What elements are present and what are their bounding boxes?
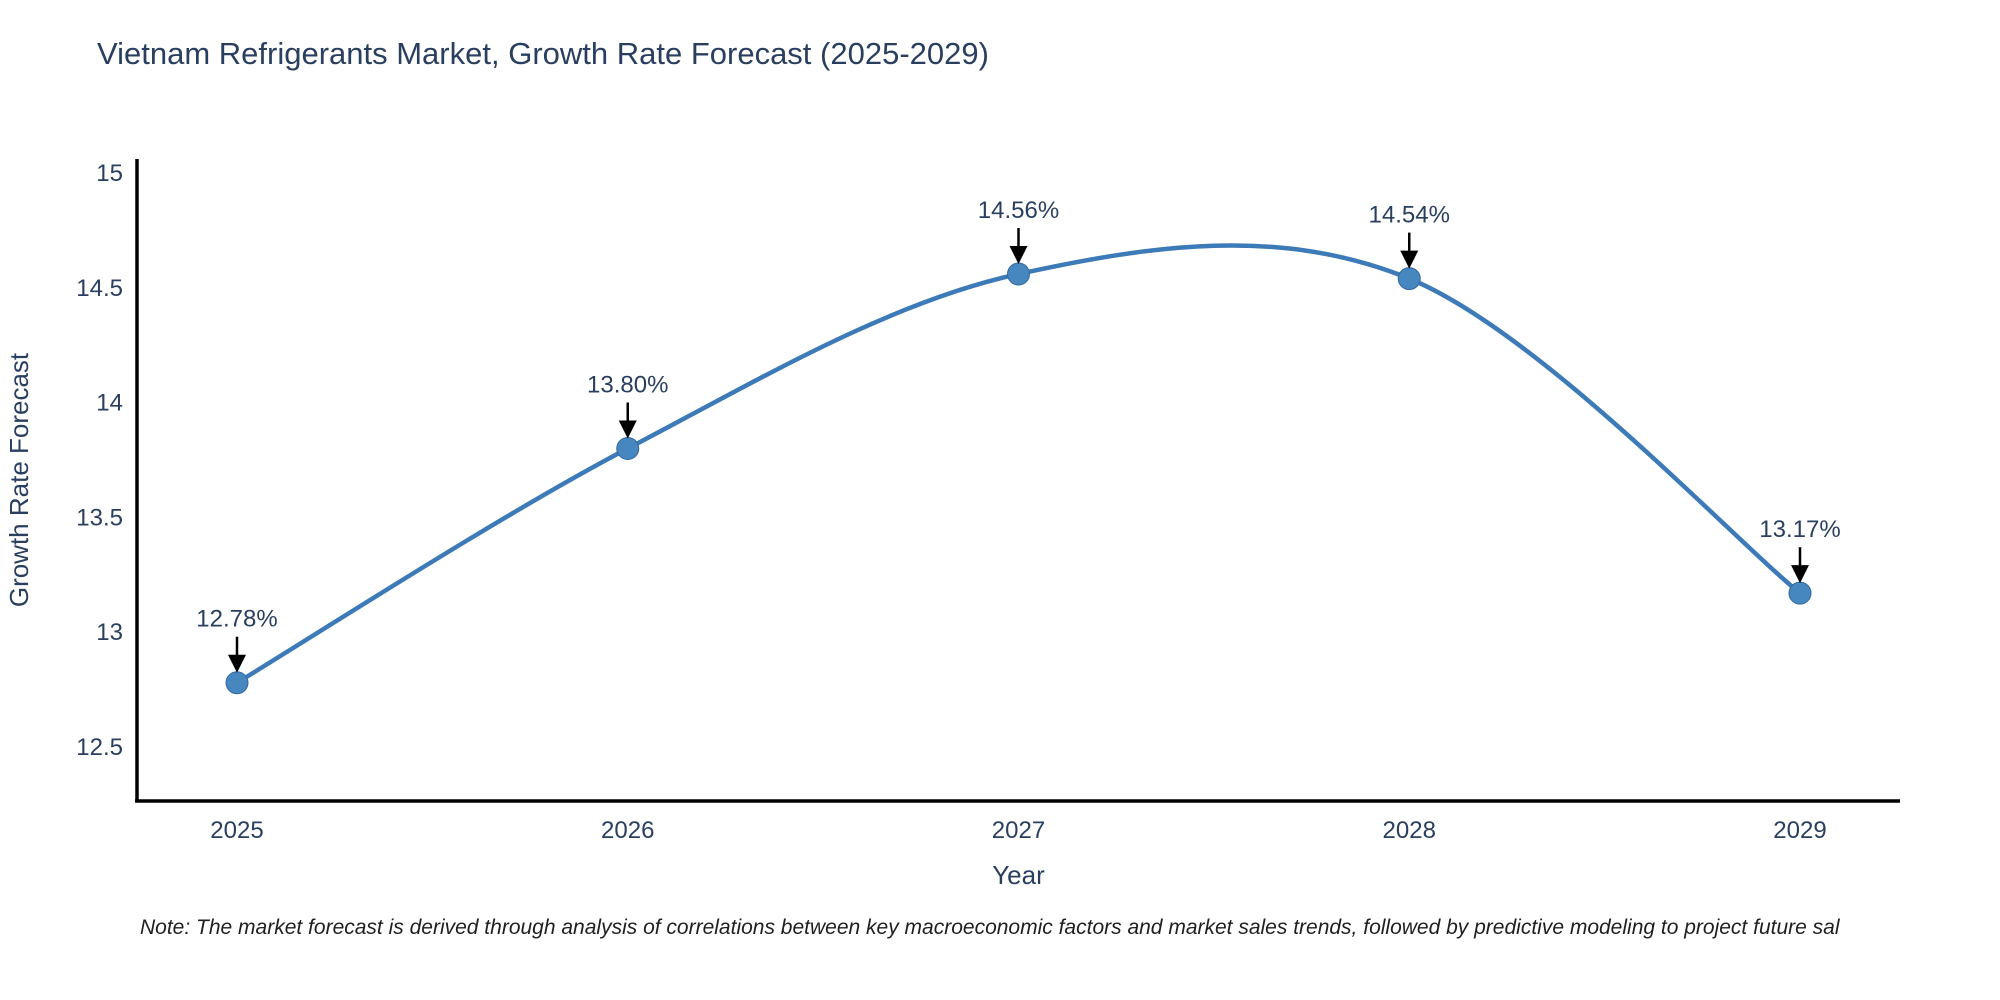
y-tick-label: 14.5 <box>76 275 123 302</box>
x-tick-label: 2028 <box>1383 817 1436 844</box>
data-point-label: 13.80% <box>587 372 668 399</box>
annotation-arrow-head-icon <box>1009 246 1028 265</box>
annotation-arrow-head-icon <box>1791 565 1809 584</box>
x-axis-title: Year <box>992 860 1045 890</box>
data-point-label: 13.17% <box>1759 516 1840 543</box>
y-tick-label: 13.5 <box>76 504 123 531</box>
y-tick-label: 13 <box>96 619 123 646</box>
annotation-arrow-head-icon <box>1400 250 1419 269</box>
x-tick-label: 2027 <box>992 817 1045 844</box>
annotation-arrow-head-icon <box>228 654 246 673</box>
forecast-line <box>235 243 1802 685</box>
data-point-marker <box>616 437 640 461</box>
data-point-label: 14.56% <box>978 197 1059 224</box>
data-point-marker <box>1397 267 1421 291</box>
annotation-arrow-head-icon <box>618 420 637 439</box>
y-tick-label: 14 <box>96 390 123 417</box>
y-tick-label: 15 <box>96 160 123 187</box>
x-tick-label: 2026 <box>601 817 654 844</box>
data-point-marker <box>1788 581 1812 605</box>
y-tick-label: 12.5 <box>76 734 123 761</box>
x-tick-label: 2029 <box>1773 817 1826 844</box>
data-point-label: 12.78% <box>196 606 277 633</box>
x-tick-label: 2025 <box>210 817 263 844</box>
data-point-marker <box>1007 262 1030 286</box>
y-axis-title: Growth Rate Forecast <box>4 352 34 607</box>
chart-title: Vietnam Refrigerants Market, Growth Rate… <box>97 36 989 71</box>
data-point-marker <box>225 671 249 695</box>
data-point-label: 14.54% <box>1369 202 1450 229</box>
footnote: Note: The market forecast is derived thr… <box>140 916 1840 939</box>
